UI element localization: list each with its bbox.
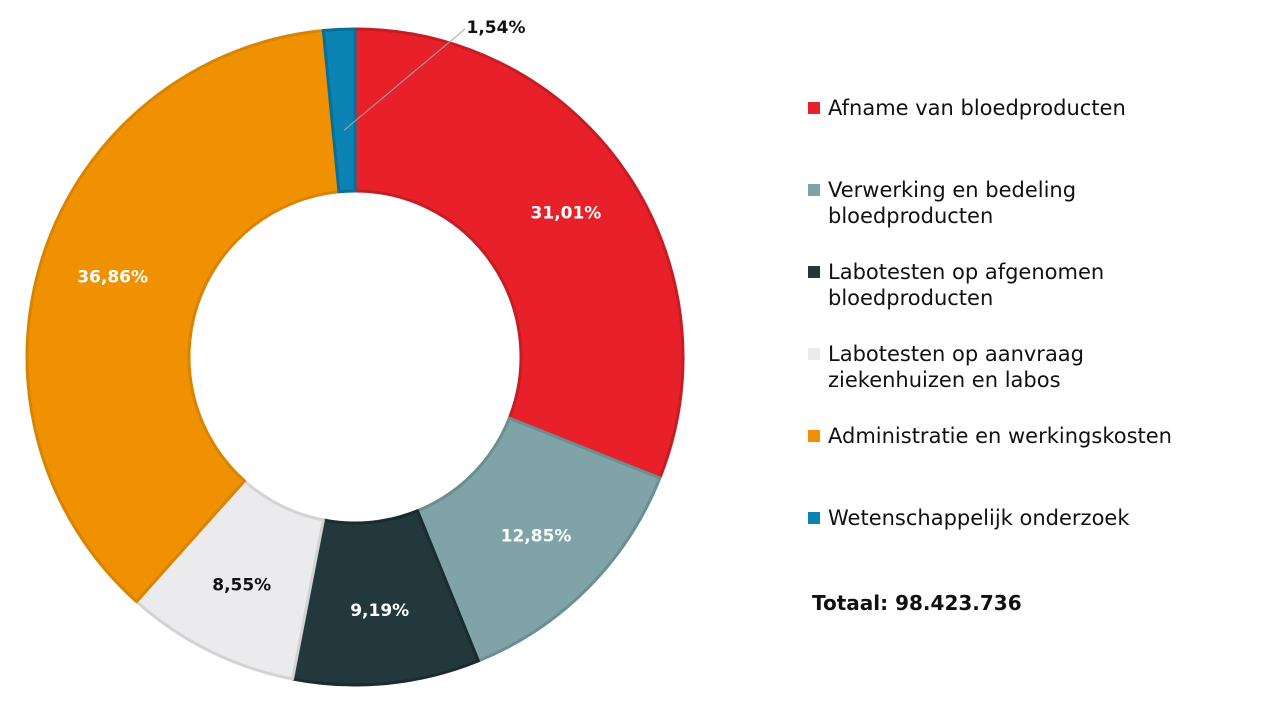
slice-verwerking-en-bedeling-bloedproducten (415, 416, 662, 663)
legend-swatch (808, 102, 820, 114)
data-label-labotesten-op-afgenomen-bloedproducten: 9,19% (350, 601, 409, 621)
leader-line-wetenschappelijk-onderzoek (343, 28, 466, 131)
data-label-administratie-en-werkingskosten: 36,86% (77, 268, 148, 288)
legend-label: Labotesten op aanvraag ziekenhuizen en l… (828, 342, 1085, 392)
leader-lines (343, 28, 466, 131)
slice-afname-van-bloedproducten (353, 27, 685, 480)
legend-swatch (808, 266, 820, 278)
legend-label: Wetenschappelijk onderzoek (828, 506, 1130, 530)
legend-swatch (808, 430, 820, 442)
data-label-wetenschappelijk-onderzoek: 1,54% (467, 18, 526, 38)
legend-swatch (808, 348, 820, 360)
legend-label: Administratie en werkingskosten (828, 424, 1172, 448)
chart-legend: Afname van bloedproducten Verwerking en b… (808, 0, 1268, 720)
donut-slices (25, 27, 685, 687)
legend-label: Afname van bloedproducten (828, 96, 1126, 120)
slice-labels: 31,01% 12,85% 9,19% 8,55% 36,86% 1,54% (77, 18, 601, 621)
legend-swatch (808, 512, 820, 524)
legend-item-afname-van-bloedproducten: Afname van bloedproducten (808, 95, 1268, 121)
legend-label: Labotesten op afgenomen bloedproducten (828, 260, 1105, 310)
total-text: Totaal: 98.423.736 (812, 591, 1022, 615)
legend-item-verwerking-en-bedeling-bloedproducten: Verwerking en bedeling bloedproducten (808, 177, 1268, 229)
legend-item-wetenschappelijk-onderzoek: Wetenschappelijk onderzoek (808, 505, 1268, 531)
legend-swatch (808, 184, 820, 196)
data-label-afname-van-bloedproducten: 31,01% (531, 204, 602, 224)
donut-chart: 31,01% 12,85% 9,19% 8,55% 36,86% 1,54% (25, 18, 685, 687)
slice-administratie-en-werkingskosten (25, 29, 341, 604)
slice-wetenschappelijk-onderzoek (321, 27, 357, 194)
legend-item-administratie-en-werkingskosten: Administratie en werkingskosten (808, 423, 1268, 449)
legend-item-labotesten-op-afgenomen-bloedproducten: Labotesten op afgenomen bloedproducten (808, 259, 1268, 311)
legend-label: Verwerking en bedeling bloedproducten (828, 178, 1077, 228)
data-label-verwerking-en-bedeling-bloedproducten: 12,85% (501, 527, 572, 547)
data-label-labotesten-op-aanvraag-ziekenhuizen-en-labos: 8,55% (212, 575, 271, 595)
legend-item-labotesten-op-aanvraag-ziekenhuizen-en-labos: Labotesten op aanvraag ziekenhuizen en l… (808, 341, 1268, 393)
